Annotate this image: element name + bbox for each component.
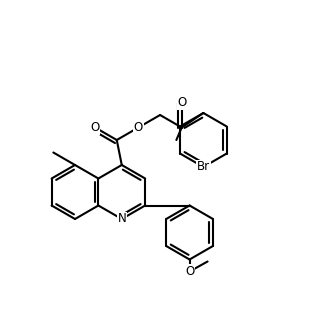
Text: N: N xyxy=(117,212,126,225)
Text: O: O xyxy=(134,121,143,134)
Text: O: O xyxy=(177,96,186,109)
Text: O: O xyxy=(185,265,194,278)
Text: O: O xyxy=(91,121,100,134)
Text: Br: Br xyxy=(197,161,210,174)
